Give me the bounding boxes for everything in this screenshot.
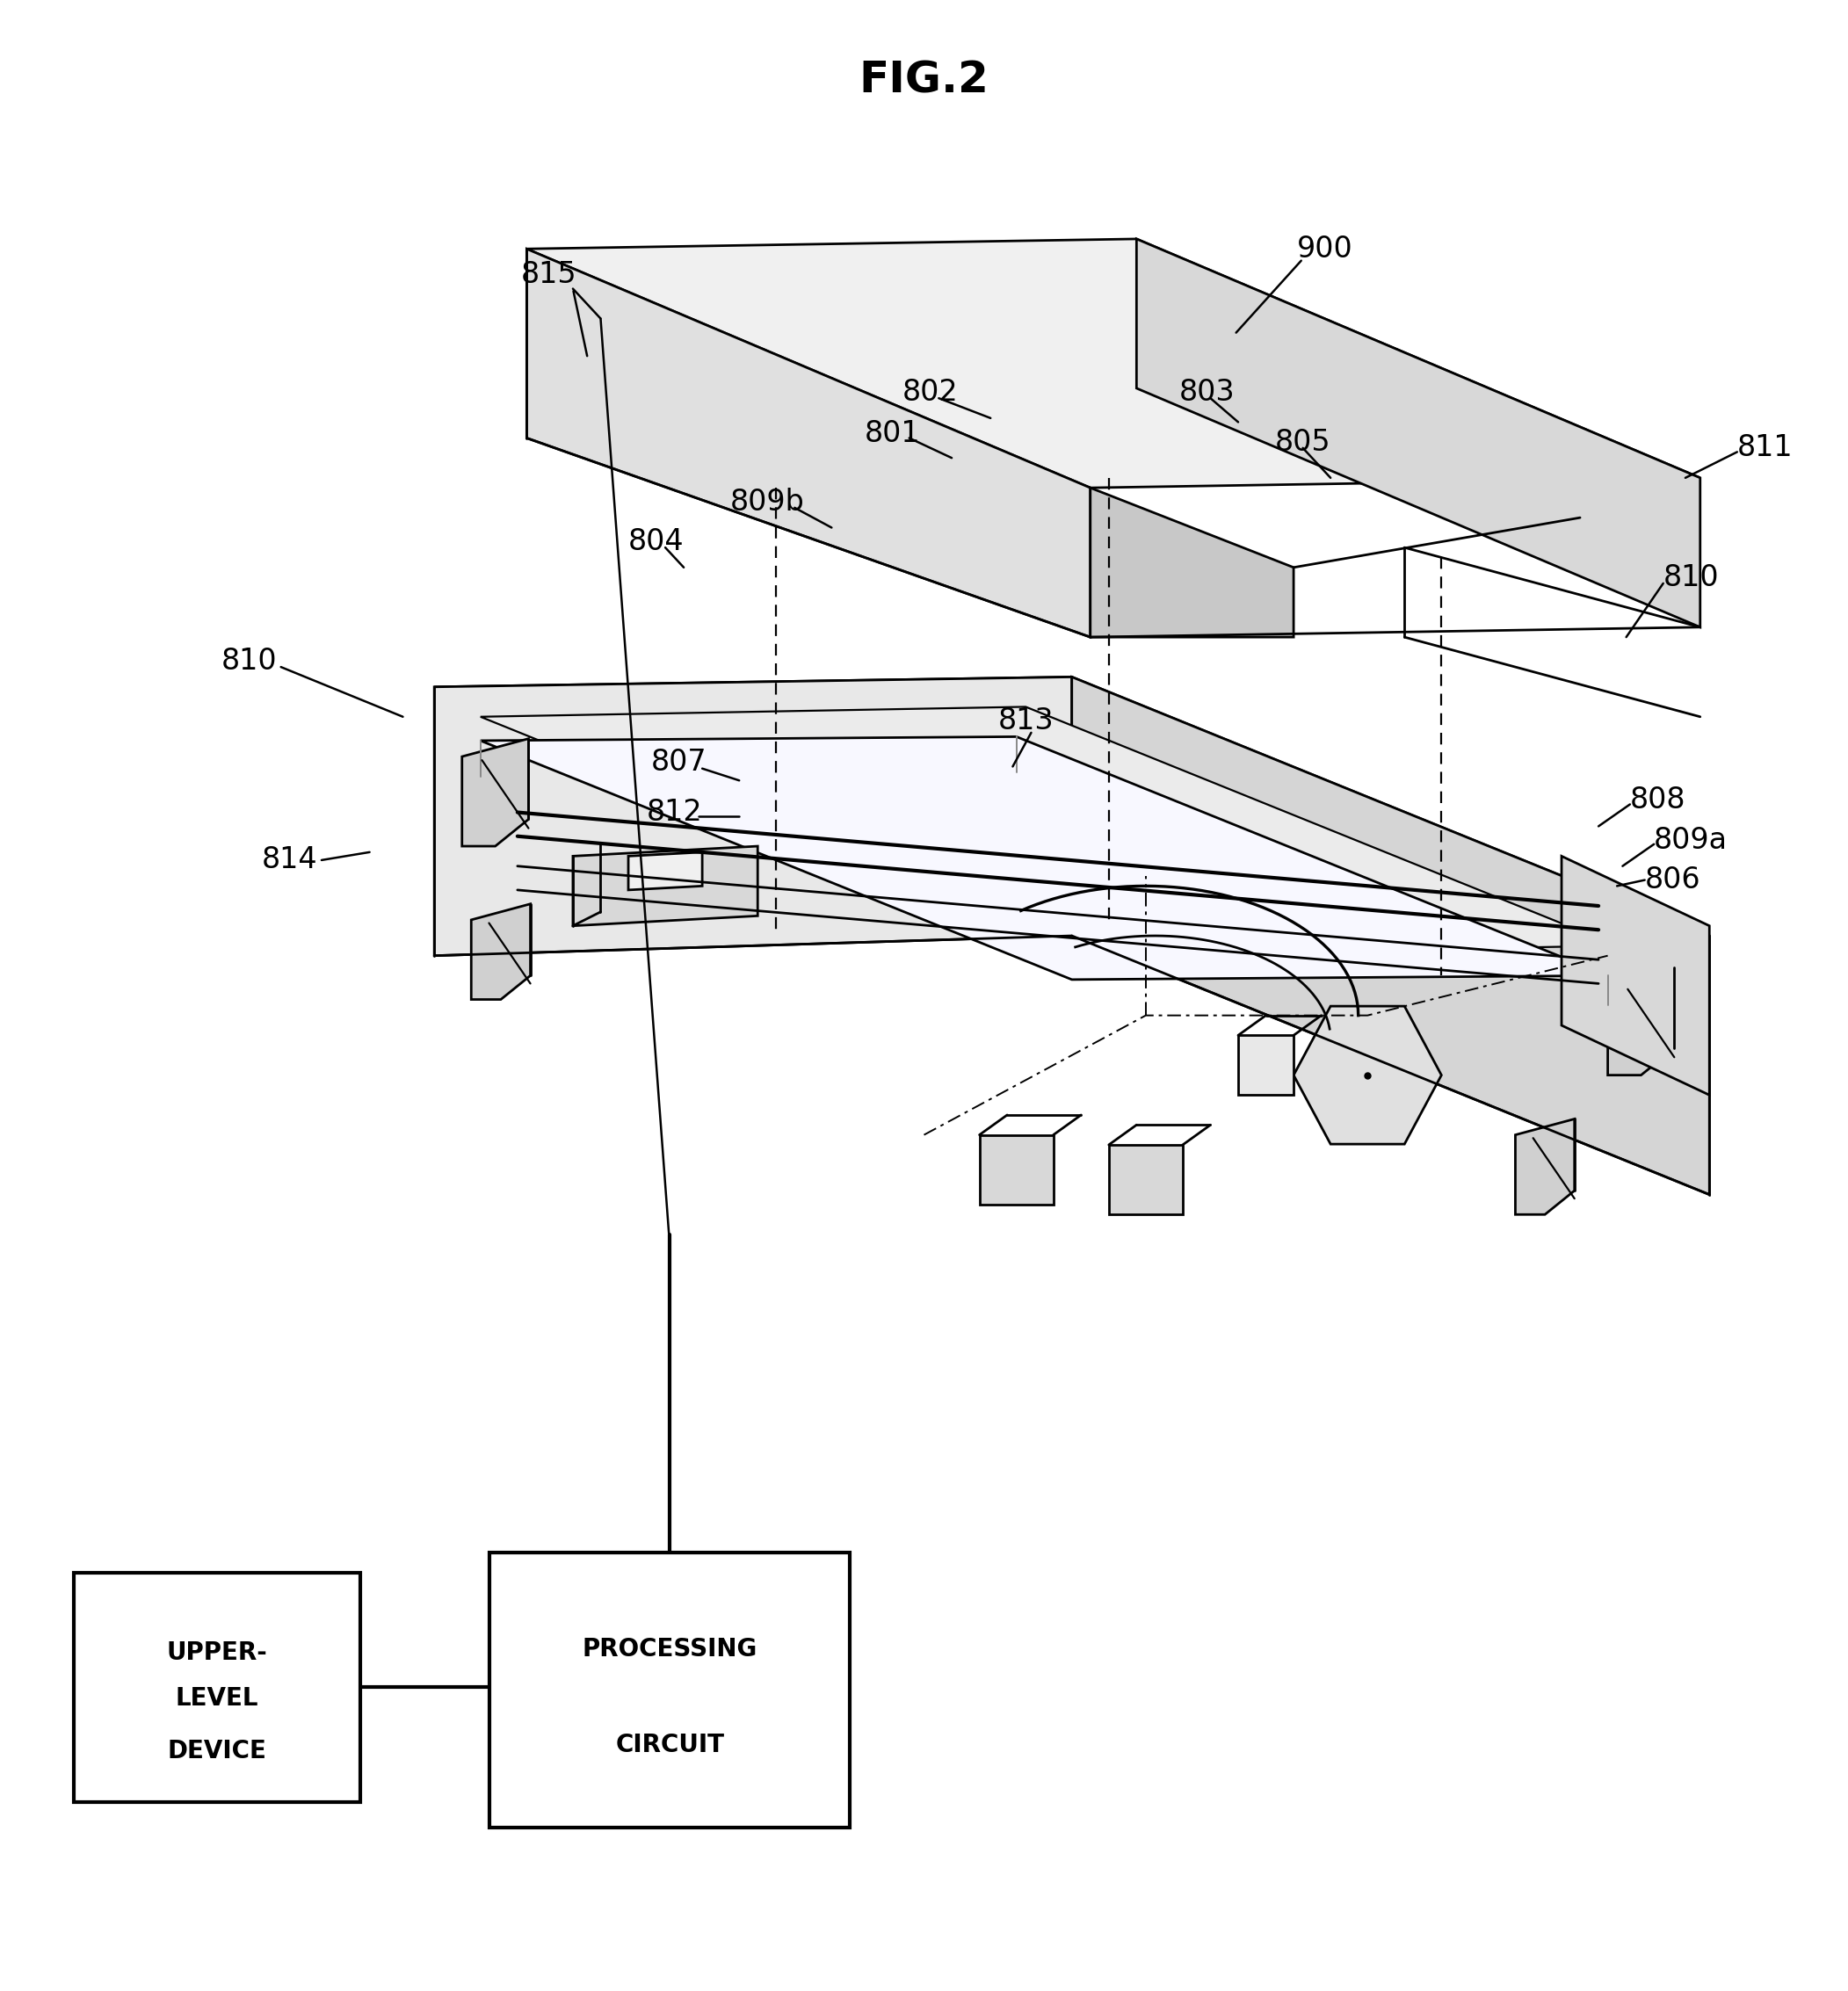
Text: 803: 803 — [1179, 378, 1234, 406]
Polygon shape — [480, 707, 1617, 956]
Text: 814: 814 — [262, 846, 318, 874]
Polygon shape — [1137, 239, 1700, 627]
Polygon shape — [979, 1135, 1053, 1205]
Text: 815: 815 — [521, 261, 577, 289]
Text: 812: 812 — [647, 798, 702, 826]
Text: 811: 811 — [1737, 434, 1793, 462]
Polygon shape — [1608, 968, 1674, 1075]
Text: UPPER-: UPPER- — [166, 1641, 268, 1664]
Polygon shape — [480, 737, 1608, 980]
Text: CIRCUIT: CIRCUIT — [615, 1732, 724, 1758]
Polygon shape — [628, 852, 702, 890]
FancyBboxPatch shape — [490, 1553, 850, 1828]
Polygon shape — [462, 739, 529, 846]
Polygon shape — [1562, 856, 1709, 1095]
Polygon shape — [573, 846, 758, 926]
Polygon shape — [1238, 1035, 1294, 1095]
Text: FIG.2: FIG.2 — [859, 60, 989, 102]
Text: LEVEL: LEVEL — [176, 1686, 259, 1710]
Polygon shape — [527, 239, 1700, 488]
Polygon shape — [1294, 1005, 1441, 1145]
Text: 801: 801 — [865, 420, 920, 448]
Text: 813: 813 — [998, 707, 1053, 735]
Text: 805: 805 — [1275, 428, 1331, 456]
Polygon shape — [434, 677, 1072, 956]
Text: 809b: 809b — [730, 488, 804, 516]
FancyBboxPatch shape — [74, 1573, 360, 1802]
Text: 807: 807 — [650, 749, 706, 776]
Polygon shape — [1072, 677, 1709, 1195]
Polygon shape — [471, 904, 530, 999]
Polygon shape — [1109, 1145, 1183, 1215]
Text: DEVICE: DEVICE — [168, 1740, 266, 1764]
Text: 810: 810 — [1663, 563, 1719, 591]
Text: 806: 806 — [1645, 866, 1700, 894]
Polygon shape — [1515, 1119, 1574, 1215]
Text: 810: 810 — [222, 647, 277, 675]
Text: 802: 802 — [902, 378, 957, 406]
Polygon shape — [527, 249, 1090, 637]
Polygon shape — [434, 677, 1709, 946]
Text: 900: 900 — [1297, 235, 1353, 263]
Text: 808: 808 — [1630, 786, 1685, 814]
Text: PROCESSING: PROCESSING — [582, 1637, 758, 1660]
Text: 809a: 809a — [1654, 826, 1728, 854]
Polygon shape — [1090, 488, 1294, 637]
Text: 804: 804 — [628, 528, 684, 555]
